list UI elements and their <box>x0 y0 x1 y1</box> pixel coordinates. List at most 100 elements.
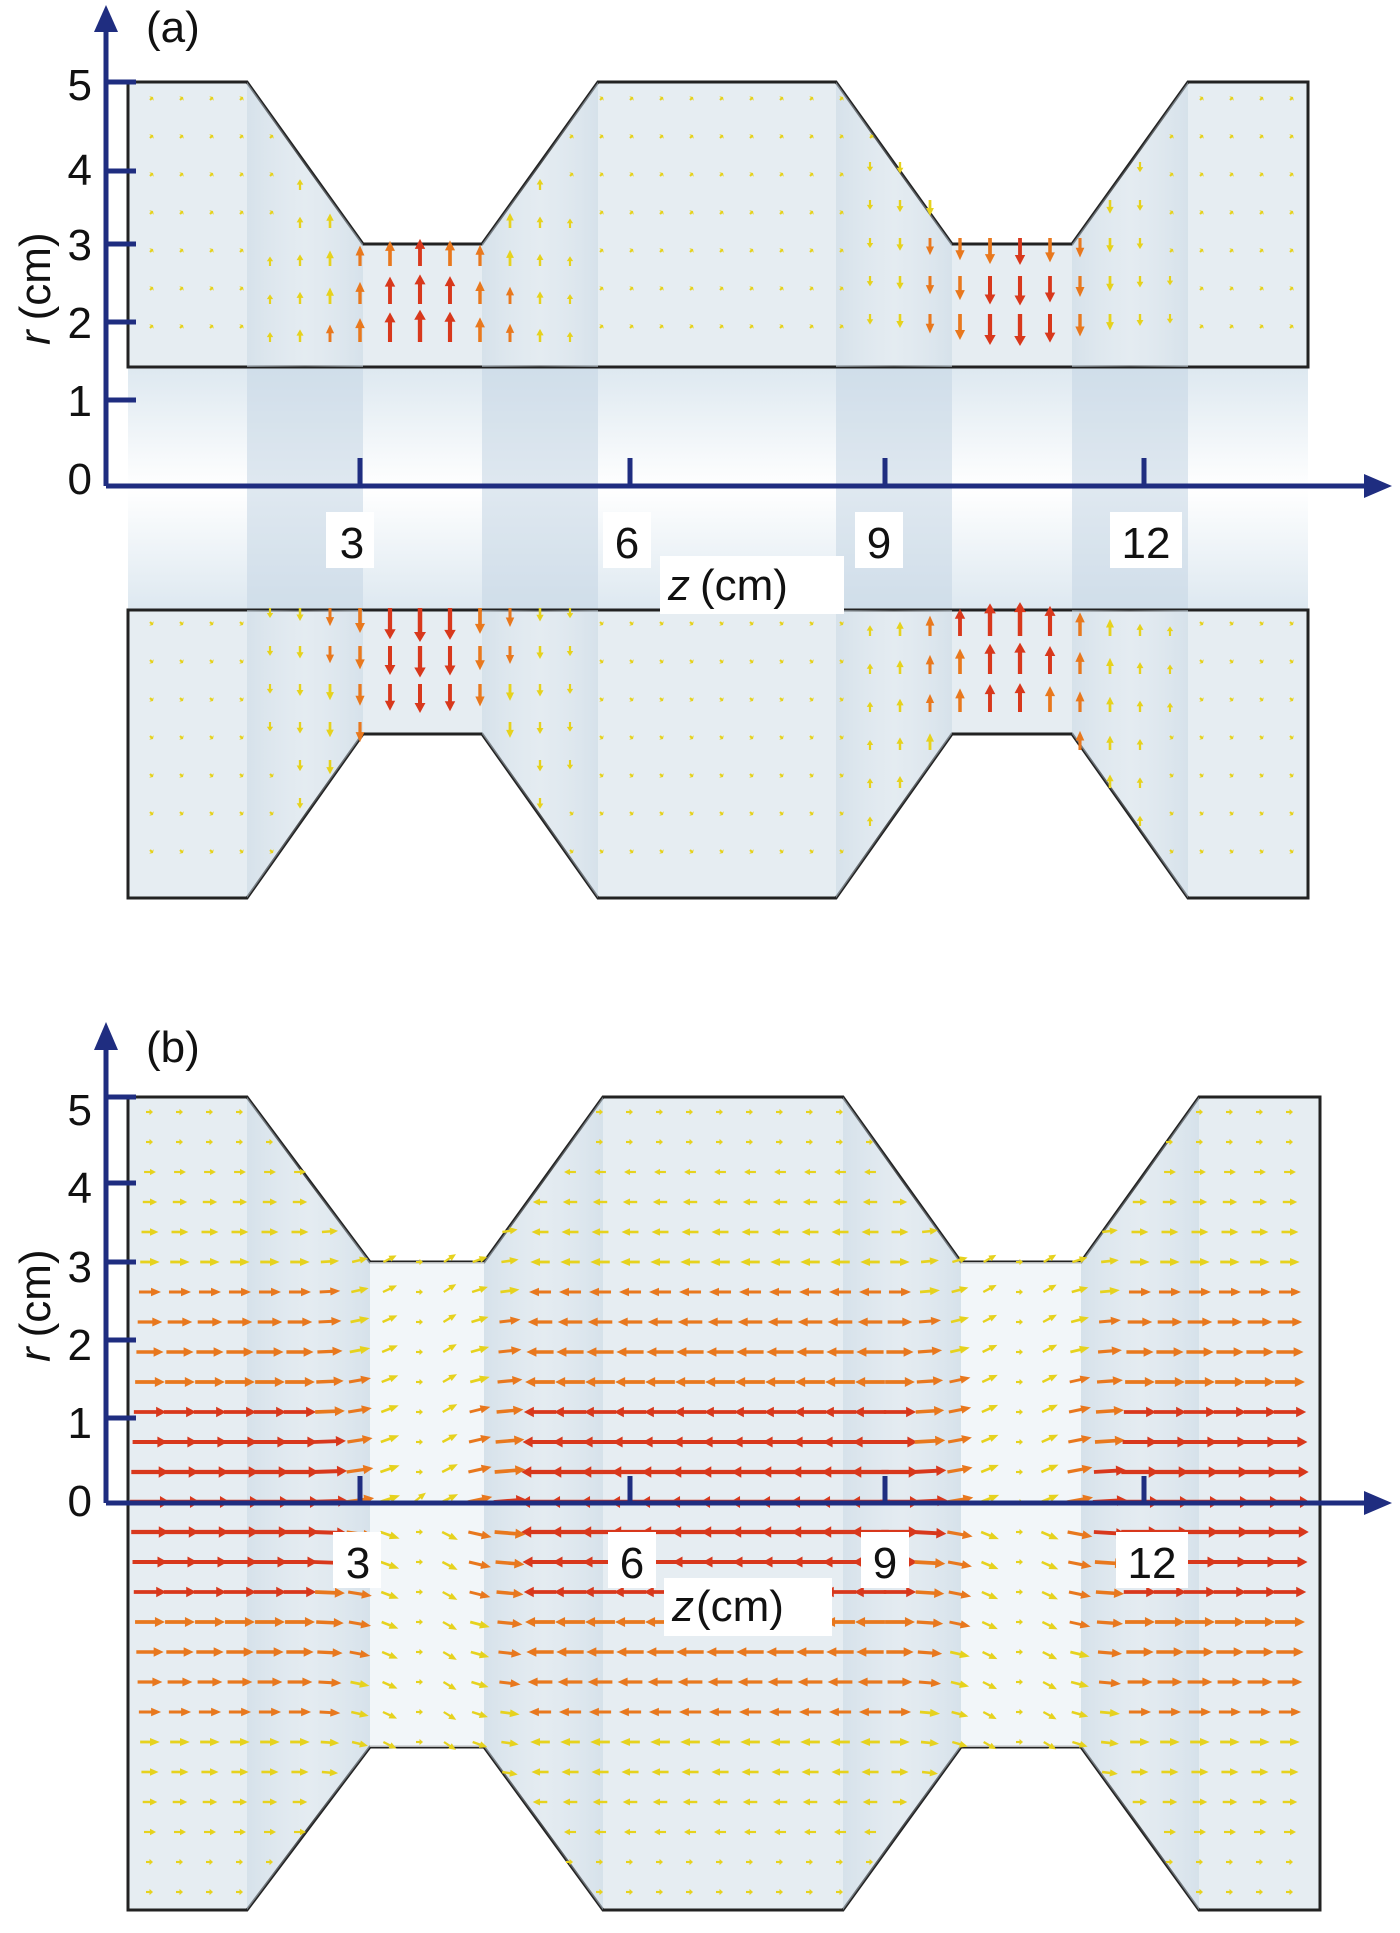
field-arrow-head <box>599 324 604 329</box>
field-arrow-head <box>239 735 244 740</box>
field-arrow-head <box>1019 1408 1023 1416</box>
field-arrow-head <box>239 248 244 253</box>
field-arrow-head <box>419 1468 423 1476</box>
field-arrow-head <box>240 1768 249 1776</box>
field-arrow <box>919 1710 933 1715</box>
field-arrow-head <box>513 1588 524 1599</box>
field-arrow-head <box>825 1377 836 1387</box>
field-arrow-head <box>156 1406 167 1418</box>
field-arrow-head <box>1289 1108 1293 1116</box>
field-arrow-head <box>719 1858 723 1866</box>
field-arrow-head <box>620 1258 630 1266</box>
field-arrow-head <box>216 1586 227 1598</box>
field-arrow-head <box>179 811 184 816</box>
field-arrow-head <box>355 659 365 670</box>
field-arrow-head <box>1259 621 1264 626</box>
field-arrow-head <box>269 210 274 215</box>
field-arrow-head <box>1229 1888 1233 1896</box>
field-arrow <box>380 1560 393 1568</box>
field-arrow-head <box>210 1768 219 1776</box>
field-arrow-head <box>587 1317 598 1327</box>
field-arrow-head <box>209 324 214 329</box>
field-arrow-head <box>732 1556 743 1568</box>
field-arrow-head <box>749 735 754 740</box>
field-arrow-head <box>1199 248 1204 253</box>
field-arrow-head <box>1199 172 1204 177</box>
field-arrow-head <box>629 659 634 664</box>
field-arrow-head <box>706 1347 717 1357</box>
field-arrow-head <box>1259 134 1264 139</box>
field-arrow-head <box>361 1589 372 1599</box>
field-arrow-head <box>659 659 664 664</box>
field-arrow-head <box>536 291 544 298</box>
z-tick-label: 12 <box>1122 519 1171 568</box>
field-arrow-head <box>480 1435 491 1444</box>
field-arrow-head <box>839 659 844 664</box>
field-arrow-head <box>157 1556 168 1568</box>
field-arrow-head <box>329 1257 340 1266</box>
field-arrow <box>1069 1377 1083 1384</box>
field-arrow-head <box>1229 659 1234 664</box>
field-arrow-head <box>988 1404 999 1412</box>
field-arrow-head <box>359 1286 369 1294</box>
field-arrow-head <box>359 1680 370 1688</box>
field-arrow-head <box>1200 1228 1209 1236</box>
r-tick-label: 2 <box>68 1321 92 1370</box>
field-arrow-head <box>645 1377 656 1387</box>
z-tick-label: 3 <box>340 519 364 568</box>
field-arrow-head <box>866 701 874 707</box>
field-arrow-head <box>736 1347 747 1357</box>
field-arrow-head <box>179 697 184 702</box>
field-arrow-head <box>1169 134 1174 139</box>
field-arrow <box>948 1407 964 1414</box>
field-arrow-head <box>904 1617 915 1627</box>
field-arrow-head <box>266 650 274 656</box>
field-arrow-head <box>566 688 574 694</box>
field-arrow-head <box>209 811 214 816</box>
field-arrow-head <box>444 240 456 251</box>
field-arrow-head <box>645 1617 656 1627</box>
field-arrow-head <box>180 1228 189 1236</box>
field-arrow-head <box>839 773 844 778</box>
field-arrow-head <box>984 334 996 345</box>
field-arrow-head <box>1136 738 1144 745</box>
field-arrow-head <box>896 737 904 744</box>
field-arrow-head <box>809 849 814 854</box>
field-arrow-head <box>212 1677 223 1687</box>
field-arrow-head <box>302 1677 313 1687</box>
field-arrow-head <box>1019 1288 1023 1296</box>
field-arrow-head <box>1199 324 1204 329</box>
field-arrow-head <box>1201 1707 1212 1717</box>
field-arrow-head <box>1293 1647 1304 1657</box>
field-arrow-head <box>617 1677 628 1687</box>
field-arrow <box>315 1590 337 1595</box>
field-arrow-head <box>1019 1378 1023 1386</box>
field-arrow-head <box>988 1532 999 1540</box>
field-arrow-head <box>798 1707 809 1717</box>
field-arrow-head <box>1019 1648 1023 1656</box>
field-arrow-head <box>1136 205 1144 211</box>
field-arrow-head <box>988 1562 999 1570</box>
field-arrow-head <box>1048 1464 1059 1472</box>
field-arrow-head <box>1140 1738 1150 1746</box>
field-arrow-head <box>768 1287 779 1297</box>
field-arrow-head <box>1260 1768 1269 1776</box>
field-arrow-head <box>1144 1377 1155 1387</box>
field-arrow-head <box>1204 1377 1215 1387</box>
field-arrow-head <box>689 811 694 816</box>
field-arrow-head <box>478 1681 489 1689</box>
field-arrow-head <box>418 1492 426 1500</box>
field-arrow-head <box>1081 1560 1092 1569</box>
field-arrow-head <box>1019 1318 1023 1326</box>
field-arrow-head <box>179 172 184 177</box>
field-arrow-head <box>984 294 996 305</box>
field-arrow <box>1068 1437 1085 1444</box>
field-arrow-head <box>809 210 814 215</box>
field-arrow-head <box>680 1738 690 1746</box>
field-arrow <box>381 1346 393 1354</box>
field-arrow-head <box>795 1377 806 1387</box>
field-arrow-head <box>270 1168 276 1176</box>
field-arrow-head <box>1014 255 1026 266</box>
field-arrow-head <box>1048 1742 1057 1750</box>
field-arrow-head <box>569 811 574 816</box>
